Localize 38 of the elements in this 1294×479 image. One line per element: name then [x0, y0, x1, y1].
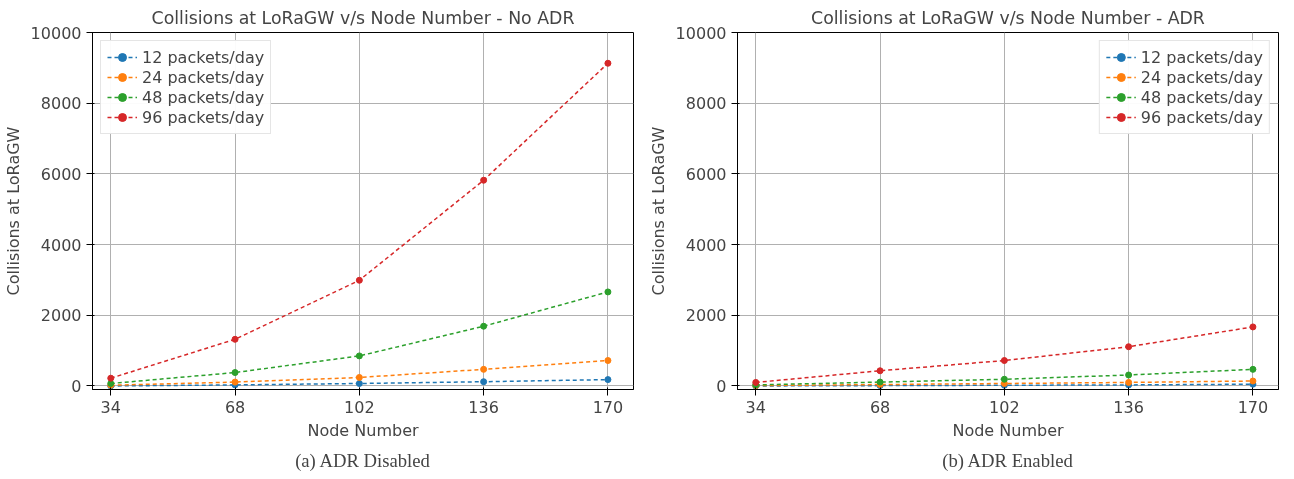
legend-label: 48 packets/day [142, 87, 265, 107]
legend-label: 96 packets/day [1140, 107, 1263, 127]
chart-title: Collisions at LoRaGW v/s Node Number - ADR [811, 7, 1205, 28]
legend-label: 12 packets/day [1140, 47, 1263, 67]
x-tick-label: 170 [1237, 397, 1269, 417]
x-tick-label: 102 [989, 397, 1020, 417]
x-tick-label: 68 [224, 397, 246, 417]
y-tick-label: 8000 [685, 94, 727, 114]
legend-label: 48 packets/day [1140, 87, 1263, 107]
y-tick-label: 2000 [40, 306, 82, 326]
x-axis-title: Node Number [952, 420, 1064, 440]
x-tick-label: 102 [344, 397, 375, 417]
y-tick-label: 10000 [675, 23, 727, 43]
legend-label: 24 packets/day [1140, 67, 1263, 87]
y-tick-label: 10000 [30, 23, 82, 43]
y-axis-title: Collisions at LoRaGW [3, 126, 23, 296]
text: (a) ADR Disabled [295, 449, 431, 472]
legend-label: 96 packets/day [142, 107, 265, 127]
x-tick-label: 136 [1113, 397, 1144, 417]
y-axis-title: Collisions at LoRaGW [648, 126, 668, 296]
chart-title: Collisions at LoRaGW v/s Node Number - No ADR [151, 7, 575, 28]
y-tick-label: 4000 [40, 235, 82, 255]
x-tick-label: 34 [100, 397, 121, 417]
x-tick-label: 170 [592, 397, 624, 417]
y-tick-label: 4000 [685, 235, 727, 255]
legend-label: 12 packets/day [142, 47, 265, 67]
x-tick-label: 136 [468, 397, 499, 417]
x-tick-label: 68 [869, 397, 891, 417]
y-tick-label: 6000 [685, 164, 727, 184]
y-tick-label: 0 [71, 376, 82, 396]
x-axis-title: Node Number [307, 420, 419, 440]
text: (b) ADR Enabled [942, 449, 1074, 472]
y-tick-label: 2000 [685, 306, 727, 326]
x-tick-label: 34 [745, 397, 766, 417]
legend-label: 24 packets/day [142, 67, 265, 87]
y-tick-label: 6000 [40, 164, 82, 184]
y-tick-label: 8000 [40, 94, 82, 114]
y-tick-label: 0 [716, 376, 727, 396]
